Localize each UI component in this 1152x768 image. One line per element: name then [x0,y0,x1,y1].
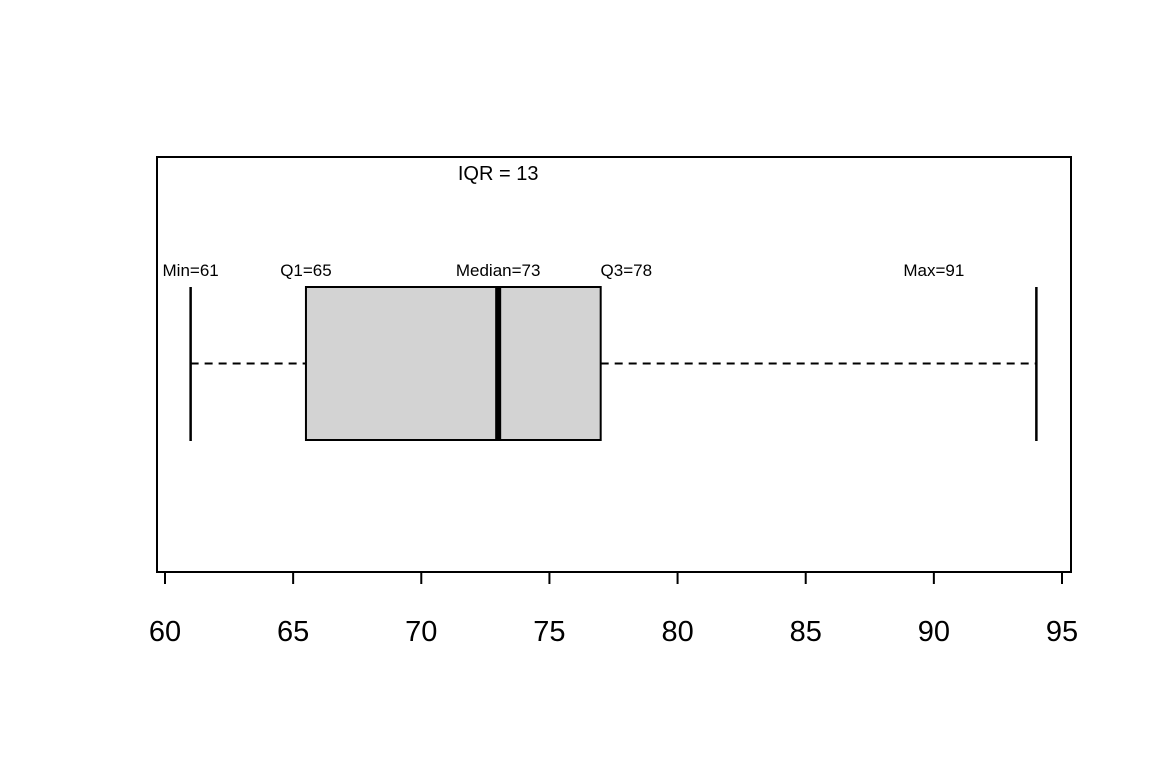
min-label: Min=61 [163,261,219,280]
x-tick-label-65: 65 [277,616,309,648]
x-tick-label-85: 85 [790,616,822,648]
x-tick-label-75: 75 [533,616,565,648]
x-tick-label-95: 95 [1046,616,1078,648]
median-label: Median=73 [456,261,541,280]
q1-label: Q1=65 [280,261,332,280]
max-label: Max=91 [903,261,964,280]
x-axis: 60 65 70 75 80 85 90 95 [149,571,1078,648]
box-plot-group [189,286,1038,441]
iqr-label: IQR = 13 [458,163,539,185]
annotations: IQR = 13 Min=61 Q1=65 Median=73 Q3=78 Ma… [163,163,965,280]
x-tick-label-60: 60 [149,616,181,648]
q3-label: Q3=78 [601,261,653,280]
iqr-box [304,286,602,441]
x-tick-label-70: 70 [405,616,437,648]
x-tick-label-90: 90 [918,616,950,648]
x-tick-label-80: 80 [661,616,693,648]
